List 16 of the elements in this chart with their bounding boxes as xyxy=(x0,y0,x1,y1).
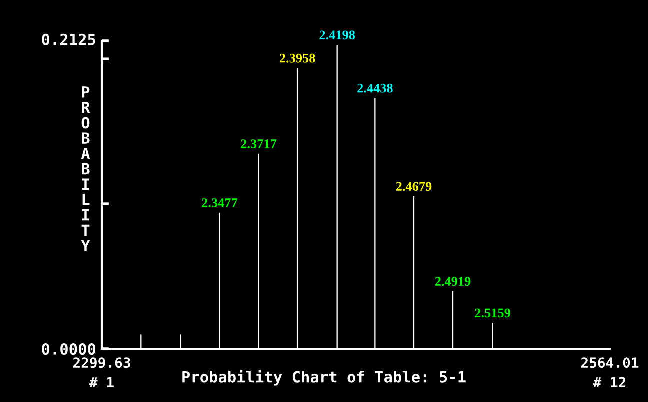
text: # 12 xyxy=(593,377,626,388)
x-tick-label: 2564.01 xyxy=(582,358,639,368)
annotation: 2.3958 xyxy=(280,54,316,63)
x-tick-label: 2299.63 xyxy=(74,358,130,368)
y-tick-label: 0.0000 xyxy=(42,343,96,356)
annotation: 2.4919 xyxy=(435,277,471,286)
annotation: 2.5159 xyxy=(475,308,510,318)
annotation: 2.3717 xyxy=(241,140,277,149)
annotation: 2.4679 xyxy=(396,182,432,192)
annotation: 2.4438 xyxy=(358,84,393,93)
annotation: 2.4198 xyxy=(320,30,356,40)
text: PROBABILITY xyxy=(81,86,90,252)
text: Probability Chart of Table: 5-1 xyxy=(182,370,466,386)
annotation: 2.3477 xyxy=(202,198,238,208)
y-tick-label: 0.2125 xyxy=(42,34,96,46)
text: # 1 xyxy=(89,377,114,388)
